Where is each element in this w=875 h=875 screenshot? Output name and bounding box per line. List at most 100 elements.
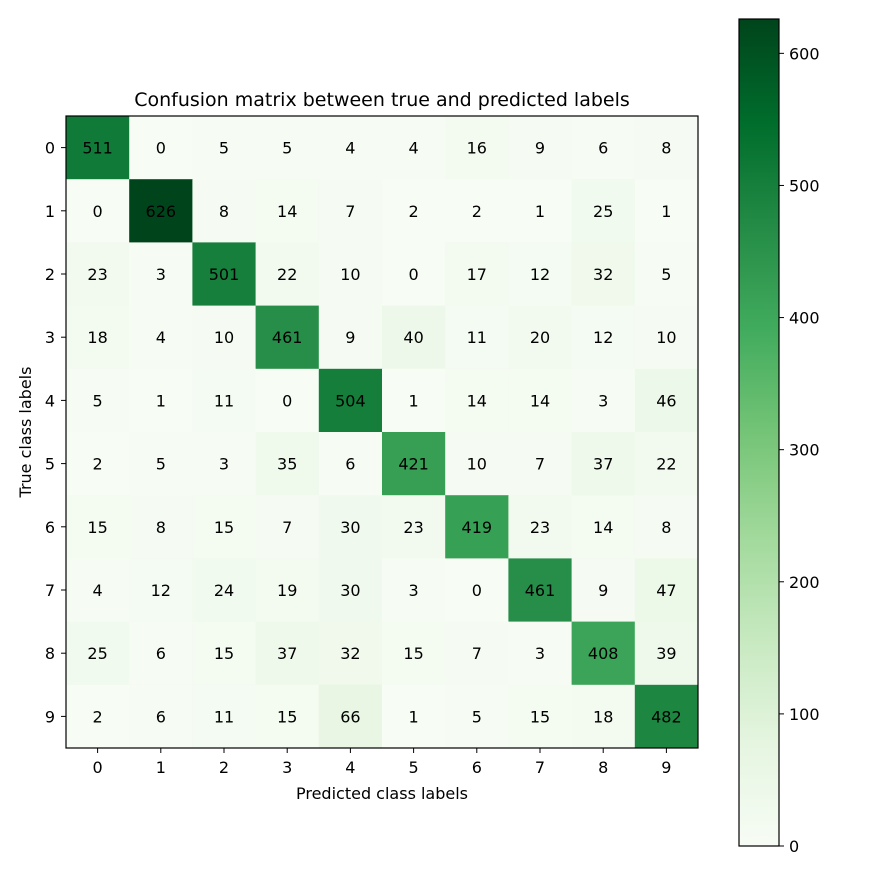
heatmap-cell-r6-c3	[255, 495, 320, 559]
cell-value-r4-c0: 5	[93, 391, 103, 410]
heatmap-cell-r9-c5	[382, 684, 446, 749]
cell-value-r8-c1: 6	[156, 644, 166, 663]
cell-value-r7-c3: 19	[277, 581, 297, 600]
cell-value-r5-c6: 10	[467, 455, 487, 474]
cell-value-r0-c6: 16	[467, 139, 487, 158]
heatmap-cell-r6-c4	[318, 495, 383, 559]
cell-value-r1-c0: 0	[93, 202, 103, 221]
cell-value-r4-c6: 14	[467, 391, 487, 410]
cell-value-r0-c5: 4	[409, 139, 419, 158]
cell-value-r6-c0: 15	[87, 518, 107, 537]
heatmap-cell-r7-c8	[571, 558, 636, 623]
heatmap-cell-r2-c3	[255, 242, 320, 307]
cell-value-r0-c7: 9	[535, 139, 545, 158]
heatmap-cell-r1-c7	[508, 179, 573, 243]
cell-value-r6-c7: 23	[530, 518, 550, 537]
heatmap-cell-r0-c1	[129, 116, 193, 180]
x-axis-ticks: 0 1 2 3 4 5 6 7 8 9	[93, 748, 671, 777]
cell-value-r2-c3: 22	[277, 265, 297, 284]
cell-value-r5-c3: 35	[277, 455, 297, 474]
cell-value-r7-c1: 12	[151, 581, 171, 600]
heatmap-cell-labels: 511 0 5 5 4 4 16 9 6 80 626 8 14 7 2 2 1 25 123 3 501 22 10 0 17…	[82, 139, 681, 727]
chart-title: Confusion matrix between true and predic…	[134, 89, 630, 111]
cell-value-r6-c9: 8	[661, 518, 671, 537]
y-tick-label-7: 7	[45, 581, 55, 600]
cell-value-r2-c0: 23	[87, 265, 107, 284]
cell-value-r1-c8: 25	[593, 202, 613, 221]
heatmap-cell-r2-c5	[382, 242, 446, 307]
cell-value-r1-c9: 1	[661, 202, 671, 221]
heatmap-cell-r6-c7	[508, 495, 573, 559]
cell-value-r7-c6: 0	[472, 581, 482, 600]
heatmap-cell-r4-c7	[508, 368, 573, 433]
colorbar	[738, 18, 780, 847]
cell-value-r3-c6: 11	[467, 328, 487, 347]
cell-value-r9-c9: 482	[651, 707, 682, 726]
cell-value-r1-c1: 626	[146, 202, 177, 221]
heatmap-cell-r3-c4	[318, 305, 383, 370]
cell-value-r0-c3: 5	[282, 139, 292, 158]
heatmap-cell-r3-c0	[66, 305, 130, 370]
cell-value-r8-c4: 32	[340, 644, 360, 663]
x-tick-label-7: 7	[535, 758, 545, 777]
cell-value-r5-c0: 2	[93, 455, 103, 474]
heatmap-cell-r2-c9	[634, 242, 699, 307]
y-tick-label-1: 1	[45, 202, 55, 221]
heatmap-cell-r5-c8	[571, 432, 636, 496]
y-tick-label-4: 4	[45, 391, 55, 410]
colorbar-tick-label-200: 200	[789, 573, 820, 592]
cell-value-r8-c9: 39	[656, 644, 676, 663]
heatmap-cell-r9-c8	[571, 684, 636, 749]
heatmap-cell-r7-c3	[255, 558, 320, 623]
cell-value-r5-c7: 7	[535, 455, 545, 474]
cell-value-r3-c1: 4	[156, 328, 166, 347]
heatmap-cell-r2-c7	[508, 242, 573, 307]
heatmap-cell-r1-c4	[318, 179, 383, 243]
heatmap-cell-r6-c2	[192, 495, 257, 559]
cell-value-r9-c6: 5	[472, 707, 482, 726]
cell-value-r9-c0: 2	[93, 707, 103, 726]
cell-value-r2-c4: 10	[340, 265, 360, 284]
x-tick-label-1: 1	[156, 758, 166, 777]
heatmap-cell-r5-c4	[318, 432, 383, 496]
heatmap-cell-r6-c0	[66, 495, 130, 559]
heatmap-cell-r4-c9	[634, 368, 699, 433]
cell-value-r9-c2: 11	[214, 707, 234, 726]
heatmap-cell-r1-c9	[634, 179, 699, 243]
heatmap-cell-r7-c9	[634, 558, 699, 623]
cell-value-r3-c4: 9	[345, 328, 355, 347]
heatmap-cell-r0-c3	[255, 116, 320, 180]
cell-value-r0-c2: 5	[219, 139, 229, 158]
heatmap-cell-r9-c2	[192, 684, 257, 749]
cell-value-r8-c8: 408	[588, 644, 619, 663]
heatmap-cell-r5-c1	[129, 432, 193, 496]
x-tick-label-4: 4	[345, 758, 355, 777]
cell-value-r9-c3: 15	[277, 707, 297, 726]
cell-value-r2-c2: 501	[209, 265, 240, 284]
cell-value-r0-c4: 4	[345, 139, 355, 158]
heatmap-cell-r0-c8	[571, 116, 636, 180]
heatmap-cell-r0-c9	[634, 116, 699, 180]
cell-value-r7-c7: 461	[525, 581, 556, 600]
colorbar-tick-label-0: 0	[789, 837, 799, 856]
cell-value-r8-c0: 25	[87, 644, 107, 663]
cell-value-r1-c6: 2	[472, 202, 482, 221]
cell-value-r7-c8: 9	[598, 581, 608, 600]
y-tick-label-8: 8	[45, 644, 55, 663]
cell-value-r0-c8: 6	[598, 139, 608, 158]
cell-value-r7-c0: 4	[93, 581, 103, 600]
heatmap-cell-r5-c5	[382, 432, 446, 496]
heatmap-cell-r8-c9	[634, 621, 699, 686]
cell-value-r1-c7: 1	[535, 202, 545, 221]
cell-value-r4-c3: 0	[282, 391, 292, 410]
heatmap-cell-r0-c0	[66, 116, 130, 180]
cell-value-r4-c5: 1	[409, 391, 419, 410]
cell-value-r6-c5: 23	[403, 518, 423, 537]
cell-value-r2-c1: 3	[156, 265, 166, 284]
cell-value-r2-c9: 5	[661, 265, 671, 284]
cell-value-r9-c8: 18	[593, 707, 613, 726]
heatmap-cell-r1-c8	[571, 179, 636, 243]
cell-value-r6-c8: 14	[593, 518, 613, 537]
heatmap-cell-r1-c2	[192, 179, 257, 243]
cell-value-r6-c1: 8	[156, 518, 166, 537]
